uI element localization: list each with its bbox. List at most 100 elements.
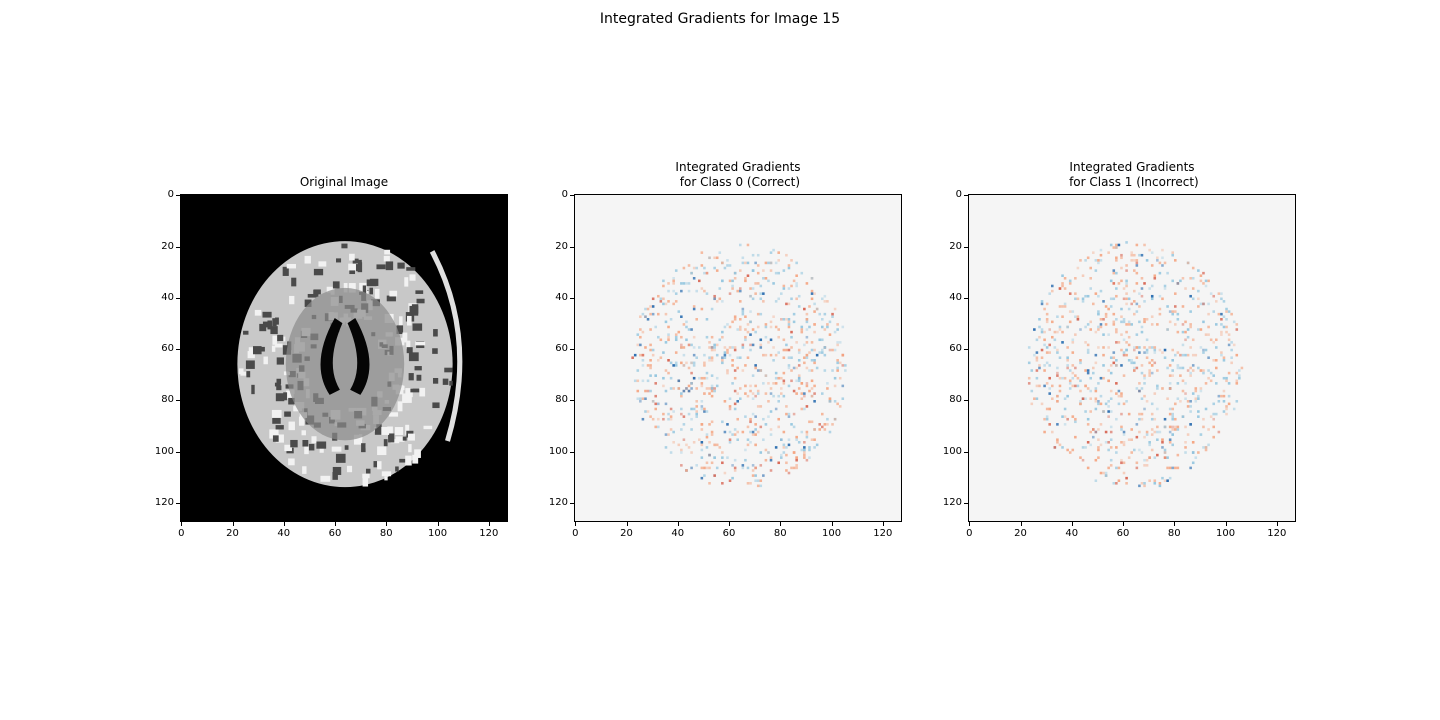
attribution-pixel [810, 387, 814, 390]
attribution-pixel [756, 484, 760, 488]
attribution-pixel [1143, 458, 1146, 462]
attribution-pixel [1122, 320, 1126, 324]
attribution-pixel [1238, 374, 1241, 377]
attribution-pixel [698, 376, 701, 380]
attribution-pixel [1120, 279, 1123, 283]
attribution-pixel [672, 364, 675, 367]
attribution-pixel [1133, 448, 1136, 452]
attribution-pixel [1125, 348, 1128, 352]
attribution-pixel [1207, 312, 1210, 316]
attribution-pixel [810, 420, 814, 424]
image-pixel [275, 393, 285, 402]
attribution-pixel [698, 279, 701, 283]
attribution-pixel [1148, 346, 1151, 349]
attribution-pixel [1232, 407, 1236, 411]
attribution-pixel [1084, 446, 1087, 449]
attribution-pixel [1220, 323, 1223, 326]
attribution-pixel [759, 405, 763, 408]
y-tick-label: 40 [949, 291, 962, 303]
attribution-pixel [692, 441, 696, 444]
attribution-pixel [674, 338, 678, 342]
attribution-pixel [662, 279, 665, 283]
attribution-pixel [674, 351, 678, 354]
attribution-pixel [700, 407, 704, 411]
attribution-pixel [1068, 379, 1072, 383]
attribution-pixel [680, 343, 683, 347]
y-tick-mark [964, 195, 968, 197]
attribution-pixel [741, 346, 745, 349]
attribution-pixel [746, 356, 750, 359]
attribution-pixel [1156, 430, 1159, 434]
attribution-pixel [1215, 338, 1218, 342]
attribution-pixel [1079, 359, 1082, 362]
attribution-pixel [687, 384, 691, 388]
attribution-pixel [780, 392, 783, 395]
attribution-pixel [1104, 402, 1108, 406]
attribution-pixel [787, 266, 791, 270]
attribution-pixel [1079, 328, 1082, 331]
attribution-pixel [728, 353, 732, 357]
attribution-pixel [803, 343, 806, 347]
attribution-pixel [1181, 305, 1185, 308]
attribution-pixel [705, 387, 709, 390]
attribution-pixel [795, 274, 798, 277]
attribution-pixel [1097, 456, 1100, 459]
attribution-pixel [1125, 400, 1128, 403]
attribution-pixel [692, 307, 696, 311]
attribution-pixel [1174, 402, 1177, 406]
attribution-pixel [1174, 417, 1177, 421]
attribution-pixel [1099, 318, 1103, 321]
attribution-pixel [1135, 271, 1139, 275]
attribution-pixel [667, 335, 670, 339]
attribution-pixel [1212, 310, 1215, 313]
attribution-pixel [1194, 353, 1198, 357]
attribution-pixel [1074, 297, 1077, 301]
attribution-pixel [1107, 369, 1110, 372]
attribution-pixel [682, 282, 686, 285]
attribution-pixel [764, 374, 768, 377]
attribution-pixel [1125, 476, 1128, 480]
attribution-pixel [1197, 451, 1200, 454]
attribution-pixel [759, 369, 763, 372]
attribution-pixel [800, 328, 804, 331]
attribution-pixel [777, 461, 780, 465]
attribution-pixel [1125, 284, 1128, 288]
attribution-pixel [1148, 441, 1151, 444]
attribution-pixel [808, 420, 811, 424]
attribution-pixel [636, 397, 640, 400]
attribution-pixel [1204, 284, 1208, 288]
attribution-pixel [1086, 417, 1090, 421]
attribution-pixel [1079, 389, 1082, 393]
attribution-pixel [687, 289, 691, 293]
attribution-pixel [1094, 407, 1098, 411]
attribution-pixel [1191, 297, 1195, 301]
attribution-pixel [1181, 366, 1185, 370]
attribution-pixel [1197, 394, 1200, 398]
attribution-pixel [1043, 343, 1046, 347]
attribution-pixel [1158, 307, 1162, 311]
attribution-pixel [1094, 330, 1098, 334]
attribution-pixel [739, 356, 742, 359]
attribution-pixel [687, 412, 691, 416]
attribution-pixel [692, 407, 696, 411]
attribution-pixel [1168, 476, 1172, 480]
attribution-pixel [759, 464, 763, 467]
attribution-pixel [726, 456, 729, 459]
attribution-pixel [1140, 325, 1144, 329]
attribution-pixel [1166, 397, 1169, 400]
attribution-pixel [692, 353, 696, 357]
panel-title: Integrated Gradients for Class 1 (Incorr… [1069, 160, 1199, 189]
attribution-pixel [1163, 356, 1167, 359]
attribution-pixel [803, 441, 806, 444]
white-matter [285, 287, 405, 441]
attribution-pixel [1081, 446, 1085, 449]
attribution-pixel [690, 361, 693, 365]
attribution-pixel [1179, 366, 1182, 370]
attribution-pixel [769, 269, 773, 272]
attribution-pixel [818, 428, 821, 431]
attribution-pixel [1150, 264, 1154, 267]
attribution-pixel [657, 417, 660, 421]
y-tick-label: 60 [949, 343, 962, 355]
attribution-pixel [1056, 400, 1059, 403]
attribution-pixel [800, 407, 804, 411]
